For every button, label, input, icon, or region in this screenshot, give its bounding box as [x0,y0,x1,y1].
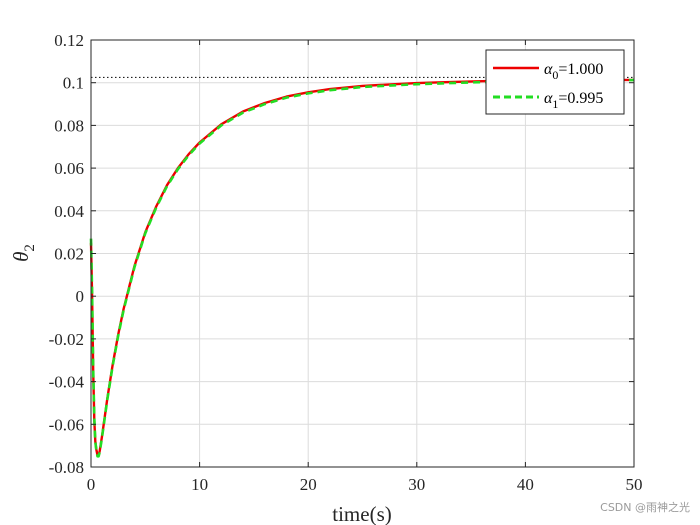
x-axis-label: time(s) [332,502,391,525]
y-tick-label: -0.02 [49,330,84,349]
y-axis-label: θ2 [9,244,38,262]
series-group [89,78,635,458]
series-line-1 [89,78,635,458]
y-tick-label: 0 [76,287,85,306]
watermark: CSDN @雨神之光 [600,501,690,514]
legend-box [485,49,625,115]
axis-ticks: 0 10 20 30 40 50 -0.08 -0.06 -0.04 -0.02 0 0.02 0.04… [49,31,643,494]
y-axis-label-sub: 2 [22,244,38,252]
y-axis-label-main: θ [9,252,33,262]
y-tick-label: 0.1 [63,74,84,93]
y-tick-label: 0.04 [54,202,84,221]
x-tick-label: 40 [517,475,534,494]
x-tick-label: 20 [300,475,317,494]
y-tick-label: -0.06 [49,415,84,434]
legend-entry-alpha1: α1=0.995 [544,90,603,111]
y-tick-label: -0.04 [49,373,85,392]
x-tick-label: 30 [408,475,425,494]
legend: α0=1.000 α1=0.995 [485,49,625,115]
grid [90,39,635,468]
y-tick-label: 0.06 [54,159,84,178]
x-tick-label: 0 [87,475,96,494]
legend-entry-alpha0: α0=1.000 [544,61,603,82]
y-tick-label: 0.02 [54,245,84,264]
x-tick-label: 10 [191,475,208,494]
x-tick-label: 50 [626,475,643,494]
y-tick-label: -0.08 [49,458,84,477]
y-tick-label: 0.12 [54,31,84,50]
y-tick-label: 0.08 [54,116,84,135]
